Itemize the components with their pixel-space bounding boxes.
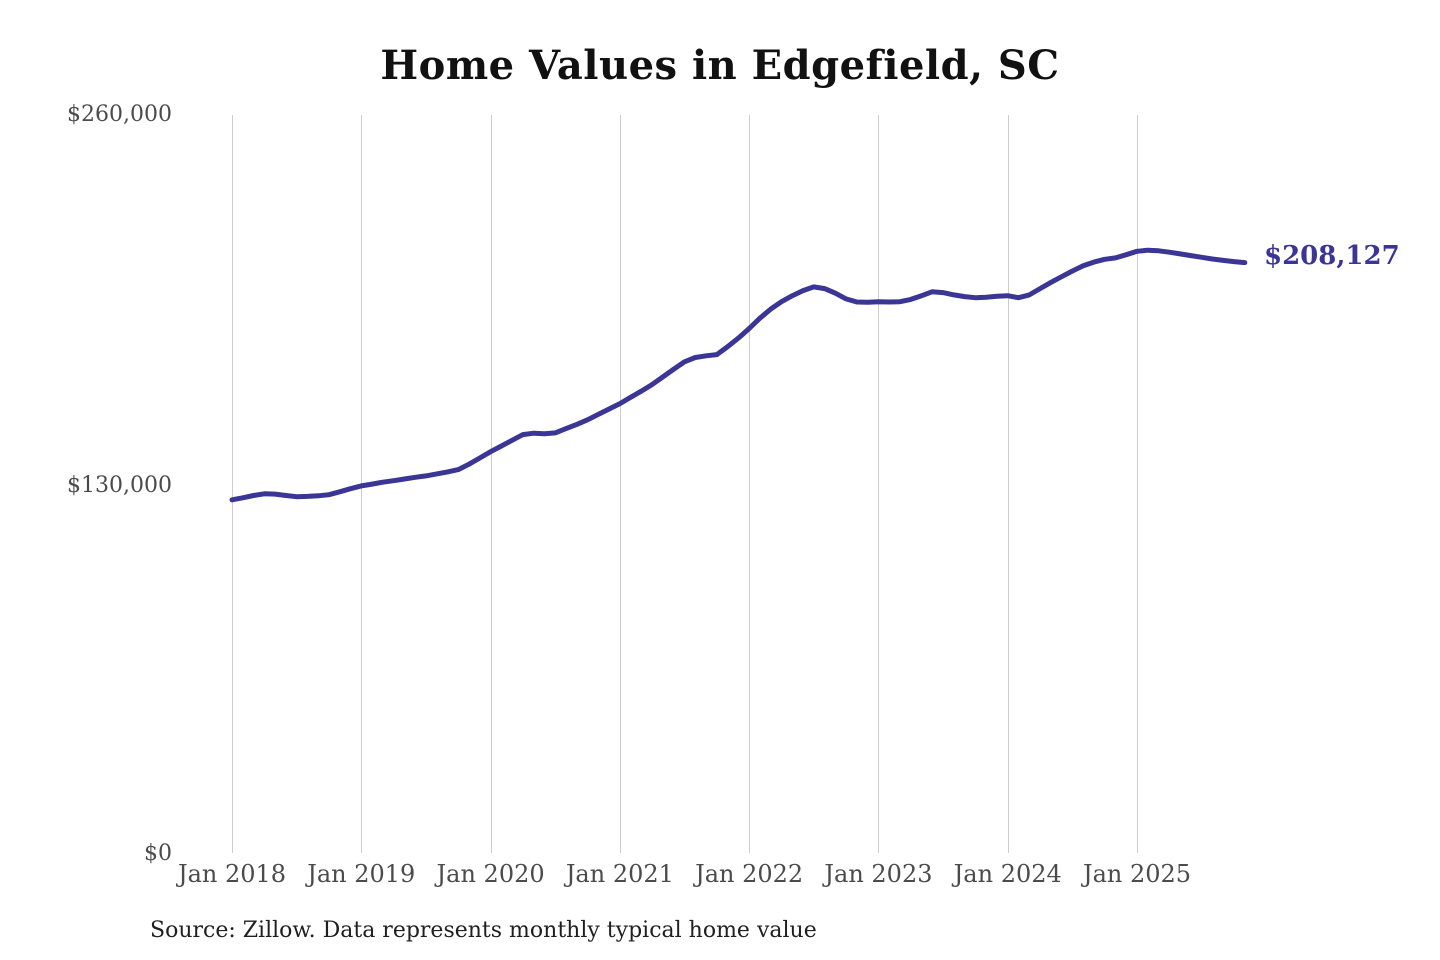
gridline-jan-2025 xyxy=(1137,115,1139,853)
y-axis-label-130000: $130,000 xyxy=(67,473,172,498)
gridline-jan-2023 xyxy=(878,115,880,853)
gridline-jan-2024 xyxy=(1007,115,1009,853)
chart-title: Home Values in Edgefield, SC xyxy=(380,42,1060,89)
x-axis-label-jan-2022: Jan 2022 xyxy=(695,860,804,888)
x-axis-label-jan-2024: Jan 2024 xyxy=(953,860,1062,888)
source-note: Source: Zillow. Data represents monthly … xyxy=(150,918,817,943)
gridline-jan-2018 xyxy=(232,115,233,853)
x-axis-label-jan-2020: Jan 2020 xyxy=(436,860,545,888)
y-axis-label-260000: $260,000 xyxy=(67,102,172,127)
gridline-jan-2021 xyxy=(619,115,621,853)
x-axis-label-jan-2019: Jan 2019 xyxy=(307,860,416,888)
gridline-jan-2020 xyxy=(490,115,492,853)
x-axis-label-jan-2018: Jan 2018 xyxy=(177,860,287,888)
value-line xyxy=(229,247,1248,503)
x-axis-label-jan-2025: Jan 2025 xyxy=(1082,860,1192,888)
end-value-label: $208,127 xyxy=(1264,241,1400,271)
gridline-jan-2022 xyxy=(749,115,751,853)
y-axis-label-0: $0 xyxy=(144,841,172,866)
x-axis-label-jan-2021: Jan 2021 xyxy=(565,860,674,888)
x-axis-label-jan-2023: Jan 2023 xyxy=(824,860,933,888)
